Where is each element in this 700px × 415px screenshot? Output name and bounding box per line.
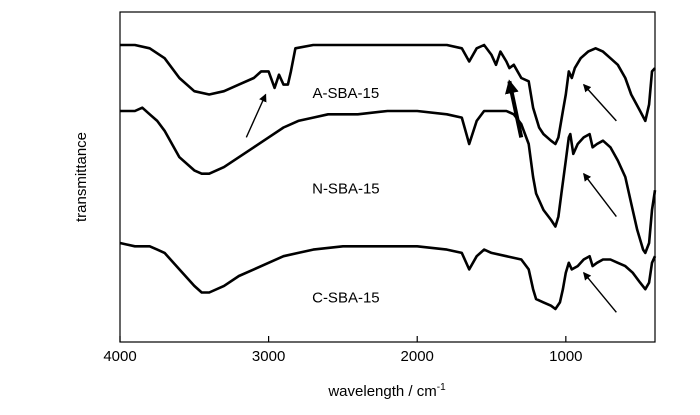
series-line-c-sba-15 (119, 241, 657, 311)
plot-frame (119, 11, 656, 343)
x-tick-label: 1000 (549, 348, 582, 365)
x-tick-label: 4000 (103, 348, 136, 365)
series-line-n-sba-15 (120, 106, 657, 255)
x-axis-title-main: wavelength / cm (327, 383, 436, 400)
series-layer (119, 43, 657, 311)
annotations (245, 79, 617, 313)
annotation-arrow (583, 172, 617, 218)
annotation-arrow (582, 83, 617, 122)
x-axis-ticks: 4000 3000 2000 1000 (103, 336, 583, 365)
x-axis-title-sup: -1 (437, 382, 446, 393)
series-label-n-sba-15: N-SBA-15 (312, 181, 380, 198)
annotation-arrow-bold (505, 79, 524, 138)
x-tick-label: 2000 (401, 348, 434, 365)
series-label-c-sba-15: C-SBA-15 (312, 289, 380, 306)
y-axis-title: transmittance (73, 132, 90, 222)
series-labels: A-SBA-15 N-SBA-15 C-SBA-15 (312, 85, 380, 307)
series-label-a-sba-15: A-SBA-15 (313, 85, 380, 102)
x-axis-title: wavelength / cm-1 (327, 382, 446, 400)
series-line-a-sba-15 (120, 43, 656, 146)
x-tick-label: 3000 (252, 348, 285, 365)
annotation-arrow (583, 271, 617, 313)
annotation-arrow (245, 93, 267, 138)
